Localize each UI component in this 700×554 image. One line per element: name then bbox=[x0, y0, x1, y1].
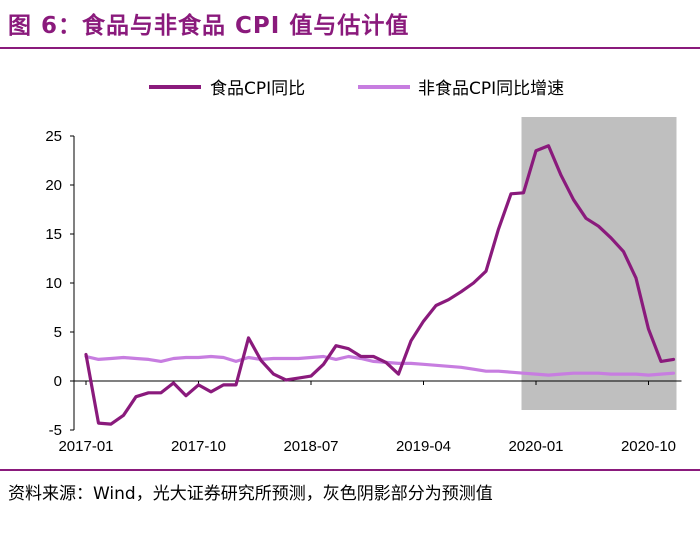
source-note: 资料来源：Wind，光大证券研究所预测，灰色阴影部分为预测值 bbox=[8, 484, 493, 504]
title-divider bbox=[0, 47, 700, 49]
x-tick-label: 2020-10 bbox=[621, 438, 676, 455]
y-tick-label: -5 bbox=[49, 422, 62, 439]
y-tick-label: 20 bbox=[45, 177, 62, 194]
x-tick-label: 2019-04 bbox=[396, 438, 451, 455]
x-tick-label: 2017-01 bbox=[58, 438, 113, 455]
chart-title: 图 6：食品与非食品 CPI 值与估计值 bbox=[8, 13, 410, 39]
source-divider bbox=[0, 469, 700, 471]
y-tick-label: 15 bbox=[45, 226, 62, 243]
cpi-line-chart: -5 0 5 10 15 20 25 2017-01 2017-10 2018-07 2019-04… bbox=[45, 79, 682, 455]
y-tick-label: 25 bbox=[45, 128, 62, 145]
x-tick-label: 2020-01 bbox=[508, 438, 563, 455]
y-tick-label: 0 bbox=[54, 373, 62, 390]
series-line-food-cpi bbox=[84, 144, 676, 426]
legend-label: 食品CPI同比 bbox=[210, 79, 305, 99]
y-tick-label: 10 bbox=[45, 275, 62, 292]
legend-label: 非食品CPI同比增速 bbox=[418, 79, 564, 99]
y-tick-label: 5 bbox=[54, 324, 62, 341]
series-line-nonfood-cpi bbox=[84, 354, 676, 377]
forecast-shaded-region bbox=[521, 117, 677, 410]
x-tick-label: 2018-07 bbox=[283, 438, 338, 455]
x-tick-label: 2017-10 bbox=[171, 438, 226, 455]
